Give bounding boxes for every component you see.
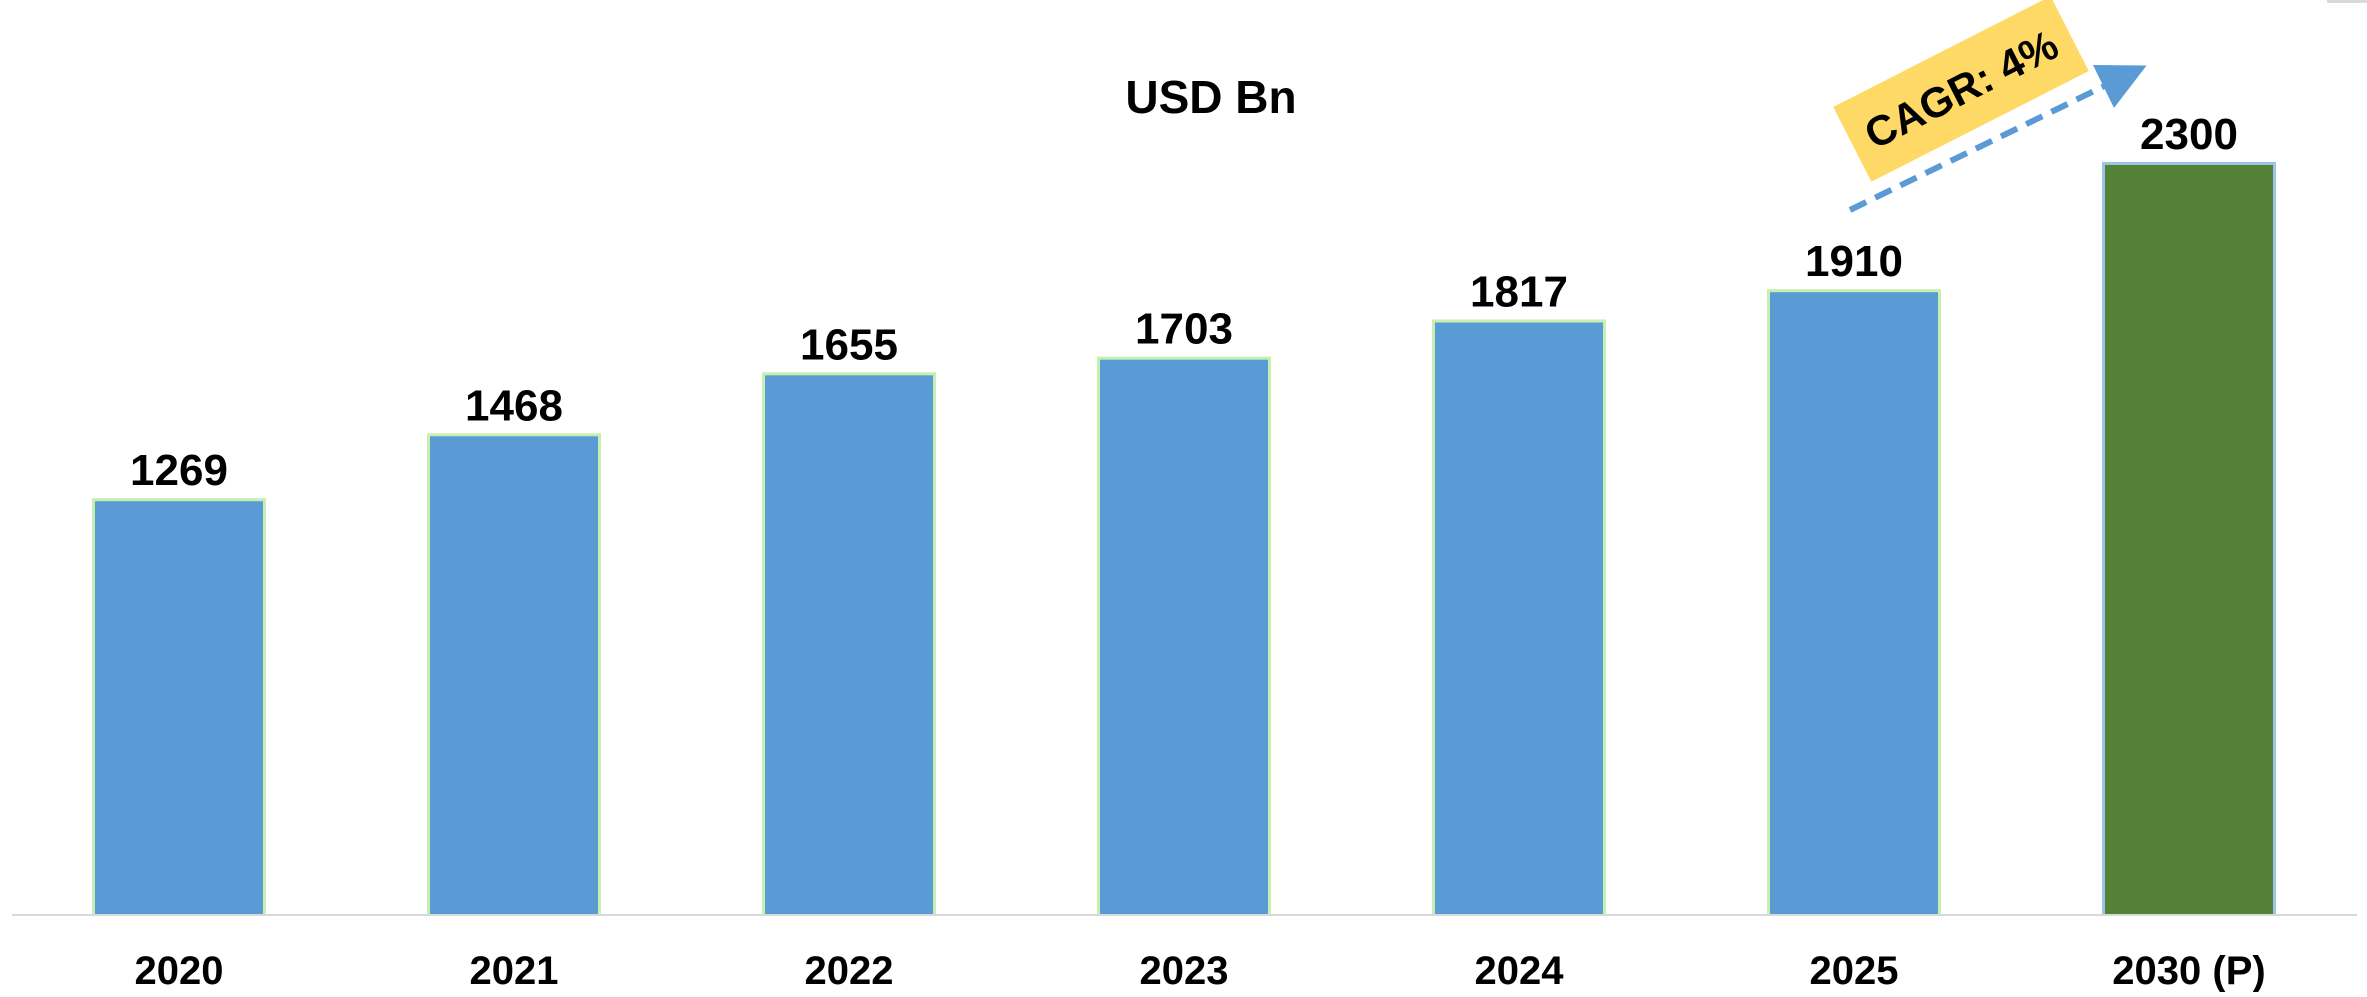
x-tick-label: 2025 — [1810, 949, 1899, 992]
data-label: 1703 — [1135, 305, 1233, 354]
data-label: 2300 — [2140, 110, 2238, 159]
x-tick-label: 2020 — [135, 949, 224, 992]
bar-2020 — [95, 501, 263, 915]
x-tick-label: 2023 — [1140, 949, 1229, 992]
bar-2023 — [1100, 359, 1268, 915]
data-label: 1910 — [1805, 237, 1903, 286]
x-tick-label: 2021 — [470, 949, 559, 992]
bar-2024 — [1435, 322, 1603, 915]
cagr-annotation: CAGR: 4% — [1833, 0, 2147, 213]
data-label: 1655 — [800, 320, 898, 369]
bars-layer — [92, 162, 2276, 916]
data-label: 1468 — [465, 381, 563, 430]
data-label: 1269 — [130, 446, 228, 495]
x-tick-label: 2030 (P) — [2112, 949, 2265, 992]
bar-2022 — [765, 375, 933, 916]
x-tick-label: 2024 — [1475, 949, 1565, 992]
labels-layer: 1269 2020 1468 2021 1655 2022 1703 2023 1817 2024… — [130, 110, 2266, 993]
cagr-arrow — [1848, 64, 2147, 213]
bar-2025 — [1770, 292, 1938, 915]
x-tick-label: 2022 — [805, 949, 894, 992]
data-label: 1817 — [1470, 268, 1568, 317]
bar-2030-p — [2105, 165, 2273, 915]
chart-title: USD Bn — [1125, 71, 1296, 123]
corner-mark — [2327, 0, 2367, 3]
bar-2021 — [430, 436, 598, 915]
